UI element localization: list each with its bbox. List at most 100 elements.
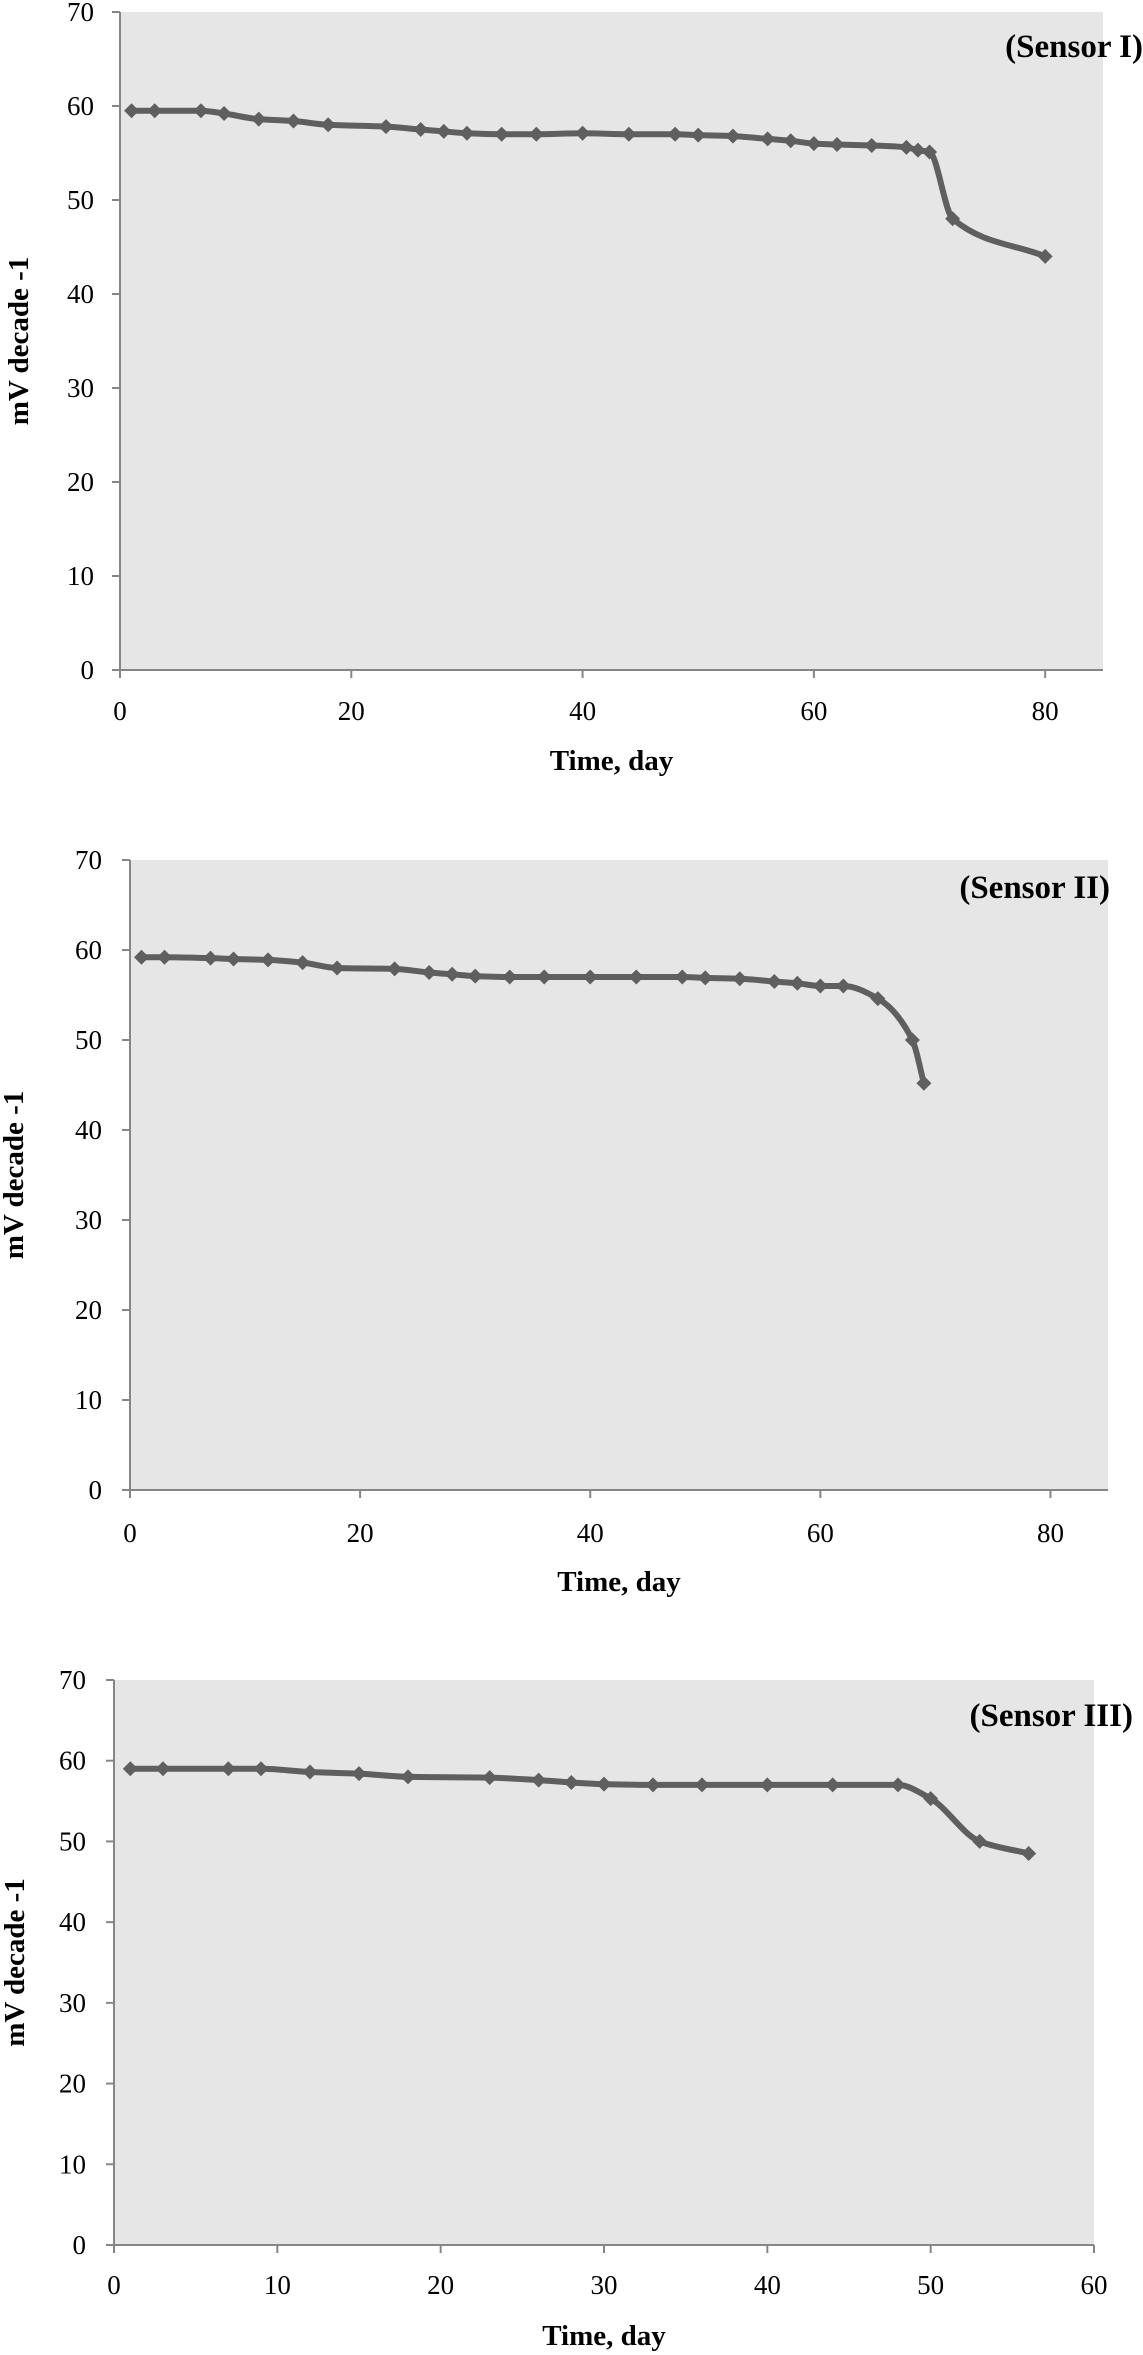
- data-point-marker: [760, 131, 776, 147]
- chart-title: (Sensor II): [959, 870, 1110, 906]
- data-point-marker: [134, 949, 150, 965]
- data-point-marker: [825, 1777, 841, 1793]
- data-point-marker: [459, 125, 475, 141]
- x-tick-label: 20: [338, 696, 365, 726]
- plot-area: [120, 12, 1103, 670]
- chart-panel-1: 0 10 20 30 40 50 60 70 0 20 40 60 80 Time, day mV deca…: [3, 0, 1143, 777]
- chart-title: (Sensor I): [1005, 29, 1143, 65]
- y-tick-label: 60: [59, 1746, 86, 1776]
- y-tick-label: 50: [67, 185, 94, 215]
- y-tick-label: 50: [75, 1025, 102, 1055]
- x-tick-label: 20: [427, 2270, 454, 2300]
- data-point-marker: [482, 1770, 498, 1786]
- y-tick-label: 60: [75, 935, 102, 965]
- x-tick-label: 80: [1032, 696, 1059, 726]
- data-point-marker: [302, 1764, 318, 1780]
- data-point-marker: [157, 949, 173, 965]
- data-point-marker: [812, 978, 828, 994]
- data-point-marker: [494, 126, 510, 142]
- data-point-marker: [945, 211, 961, 227]
- data-point-marker: [910, 142, 926, 158]
- data-point-marker: [1021, 1846, 1037, 1862]
- data-point-marker: [436, 123, 452, 139]
- x-tick-label: 10: [264, 2270, 291, 2300]
- data-point-marker: [421, 965, 437, 980]
- y-axis-title: mV decade -1: [3, 257, 35, 426]
- data-point-marker: [295, 955, 311, 971]
- data-point-marker: [725, 128, 741, 144]
- data-point-marker: [220, 1761, 236, 1777]
- x-tick-label: 40: [569, 696, 596, 726]
- data-point-marker: [378, 119, 394, 135]
- data-point-marker: [563, 1775, 579, 1791]
- y-tick-label: 20: [75, 1295, 102, 1325]
- data-point-marker: [122, 1761, 138, 1777]
- data-point-marker: [582, 969, 598, 985]
- x-tick-label: 80: [1037, 1518, 1064, 1548]
- y-axis-title: mV decade -1: [0, 1091, 30, 1260]
- data-point-marker: [147, 103, 163, 119]
- x-axis-title: Time, day: [542, 2320, 666, 2352]
- data-point-marker: [904, 1032, 920, 1048]
- x-tick-label: 20: [347, 1518, 374, 1548]
- y-axis-title: mV decade -1: [0, 1878, 31, 2047]
- data-point-marker: [400, 1769, 416, 1785]
- data-point-marker: [329, 960, 345, 976]
- data-point-marker: [387, 961, 403, 977]
- data-point-marker: [766, 974, 782, 989]
- data-point-marker: [528, 126, 544, 142]
- y-tick-label: 0: [81, 655, 95, 685]
- y-tick-label: 30: [59, 1988, 86, 2018]
- plot-area: [114, 1680, 1094, 2245]
- data-point-marker: [916, 1075, 932, 1091]
- x-tick-label: 0: [113, 696, 127, 726]
- data-point-marker: [467, 968, 483, 984]
- data-point-marker: [203, 950, 219, 966]
- data-point-marker: [789, 975, 805, 991]
- y-tick-label: 0: [89, 1475, 103, 1505]
- data-point-marker: [732, 971, 748, 987]
- chart-panel-2: 0 10 20 30 40 50 60 70 0 20 40 60 80 Time, day mV deca…: [0, 845, 1110, 1598]
- data-point-marker: [835, 978, 851, 994]
- data-point-marker: [226, 951, 242, 967]
- x-tick-label: 40: [577, 1518, 604, 1548]
- data-point-marker: [320, 117, 336, 133]
- data-point-marker: [870, 991, 886, 1007]
- data-point-marker: [972, 1833, 988, 1849]
- data-point-marker: [621, 126, 637, 142]
- chart-title: (Sensor III): [969, 1698, 1133, 1734]
- data-point-marker: [251, 111, 267, 127]
- data-point-marker: [413, 122, 429, 137]
- data-point-marker: [596, 1776, 612, 1792]
- y-tick-label: 0: [73, 2230, 87, 2260]
- data-point-marker: [193, 103, 209, 119]
- y-tick-label: 20: [59, 2069, 86, 2099]
- data-point-marker: [124, 103, 140, 119]
- data-point-marker: [890, 1777, 906, 1793]
- data-point-marker: [628, 969, 644, 985]
- data-point-marker: [694, 1777, 710, 1793]
- data-point-marker: [864, 137, 880, 153]
- data-point-marker: [444, 966, 460, 982]
- y-tick-label: 40: [67, 279, 94, 309]
- chart-panel-3: 0 10 20 30 40 50 60 70 0 10 20 30 40 50 60 Time, day mV …: [0, 1665, 1133, 2352]
- plot-area: [130, 860, 1108, 1490]
- x-tick-label: 50: [917, 2270, 944, 2300]
- y-tick-label: 20: [67, 467, 94, 497]
- data-point-marker: [285, 113, 301, 129]
- y-tick-label: 40: [59, 1907, 86, 1937]
- x-tick-label: 30: [591, 2270, 618, 2300]
- y-tick-label: 50: [59, 1826, 86, 1856]
- data-point-marker: [806, 136, 822, 152]
- y-tick-label: 10: [67, 561, 94, 591]
- y-tick-label: 70: [75, 845, 102, 875]
- data-point-marker: [645, 1777, 661, 1793]
- data-point-marker: [502, 969, 518, 985]
- data-point-marker: [697, 970, 713, 986]
- data-point-marker: [783, 133, 799, 149]
- y-tick-label: 30: [67, 373, 94, 403]
- data-point-marker: [536, 969, 552, 985]
- y-tick-label: 70: [67, 0, 94, 27]
- x-axis-title: Time, day: [550, 745, 674, 777]
